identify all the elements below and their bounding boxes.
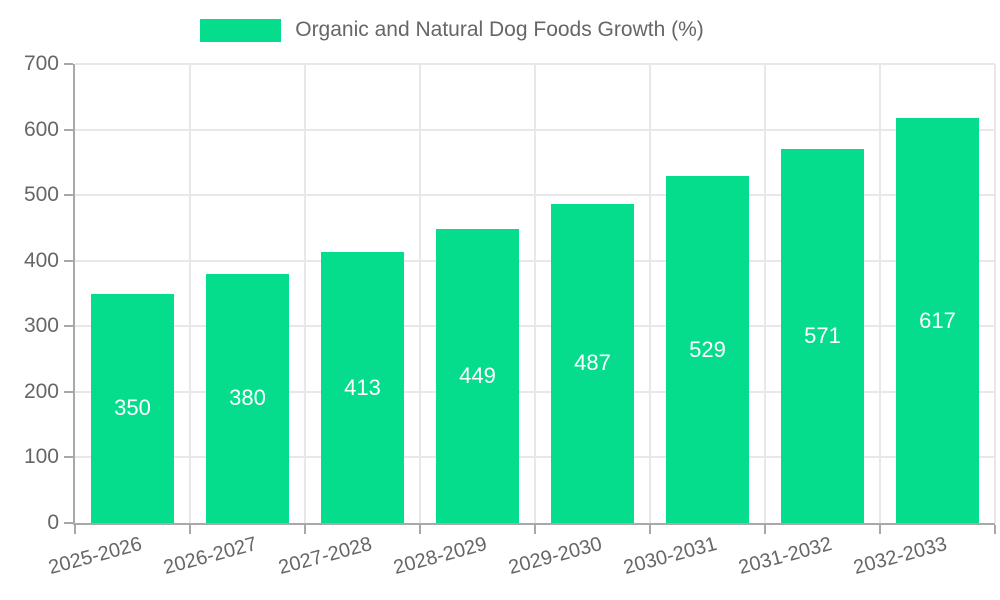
y-tick-label: 700 bbox=[23, 52, 59, 75]
y-tick-label: 500 bbox=[23, 183, 59, 207]
chart-legend: Organic and Natural Dog Foods Growth (%) bbox=[0, 18, 952, 42]
x-axis-tick bbox=[74, 525, 76, 534]
x-axis-tick bbox=[764, 525, 766, 534]
bar-value-label: 617 bbox=[919, 307, 956, 333]
gridline-vertical bbox=[534, 64, 536, 523]
y-tick-label: 400 bbox=[23, 248, 59, 272]
x-tick-label: 2026-2027 bbox=[161, 533, 260, 580]
x-axis-tick bbox=[419, 525, 421, 534]
bar: 617 bbox=[895, 118, 980, 523]
x-axis-tick bbox=[879, 525, 881, 534]
x-tick-label: 2031-2032 bbox=[736, 533, 835, 580]
y-tick-label: 0 bbox=[47, 511, 59, 534]
y-axis-tick bbox=[64, 390, 73, 393]
x-axis-tick bbox=[189, 525, 191, 534]
x-tick-label: 2030-2031 bbox=[621, 533, 720, 580]
y-axis-tick bbox=[64, 325, 73, 328]
y-tick-label: 300 bbox=[23, 314, 59, 338]
gridline-vertical bbox=[419, 64, 421, 523]
bar: 413 bbox=[320, 252, 405, 523]
legend-series-label: Organic and Natural Dog Foods Growth (%) bbox=[295, 18, 704, 41]
bar: 487 bbox=[550, 203, 635, 523]
bar-value-label: 380 bbox=[229, 385, 266, 411]
y-tick-label: 200 bbox=[23, 379, 59, 403]
gridline-vertical bbox=[764, 64, 766, 523]
gridline-vertical bbox=[994, 64, 996, 523]
x-axis-tick bbox=[649, 525, 651, 534]
legend-color-swatch bbox=[200, 18, 282, 42]
bar: 380 bbox=[205, 273, 290, 523]
bar-value-label: 487 bbox=[574, 350, 611, 376]
legend-item[interactable]: Organic and Natural Dog Foods Growth (%) bbox=[200, 18, 704, 42]
bar-value-label: 571 bbox=[804, 322, 841, 348]
y-axis-tick bbox=[64, 194, 73, 197]
x-axis-tick bbox=[534, 525, 536, 534]
y-axis-tick bbox=[64, 128, 73, 131]
gridline-vertical bbox=[304, 64, 306, 523]
y-tick-label: 100 bbox=[23, 445, 59, 469]
bar: 571 bbox=[780, 148, 865, 523]
gridline-vertical bbox=[879, 64, 881, 523]
bar: 529 bbox=[665, 176, 750, 523]
x-tick-label: 2025-2026 bbox=[46, 533, 145, 580]
y-axis-tick bbox=[64, 522, 73, 524]
bar-value-label: 413 bbox=[344, 374, 381, 400]
y-axis-tick bbox=[64, 259, 73, 262]
bar-value-label: 449 bbox=[459, 362, 496, 388]
plot-area: 0 100 200 300 400 500 600 700 350 2025-2026 380 202… bbox=[24, 52, 996, 579]
gridline-vertical bbox=[649, 64, 651, 523]
x-tick-label: 2032-2033 bbox=[851, 533, 950, 580]
gridline-vertical bbox=[189, 64, 191, 523]
x-axis-tick bbox=[994, 525, 996, 534]
bar: 350 bbox=[90, 293, 175, 523]
x-tick-label: 2027-2028 bbox=[276, 533, 375, 580]
bar-value-label: 350 bbox=[114, 395, 151, 421]
y-axis-tick bbox=[64, 63, 73, 65]
x-tick-label: 2029-2030 bbox=[506, 533, 605, 580]
bar: 449 bbox=[435, 228, 520, 523]
y-axis-tick bbox=[64, 456, 73, 459]
bar-value-label: 529 bbox=[689, 336, 726, 362]
y-tick-label: 600 bbox=[23, 117, 59, 141]
x-tick-label: 2028-2029 bbox=[391, 533, 490, 580]
x-axis-tick bbox=[304, 525, 306, 534]
